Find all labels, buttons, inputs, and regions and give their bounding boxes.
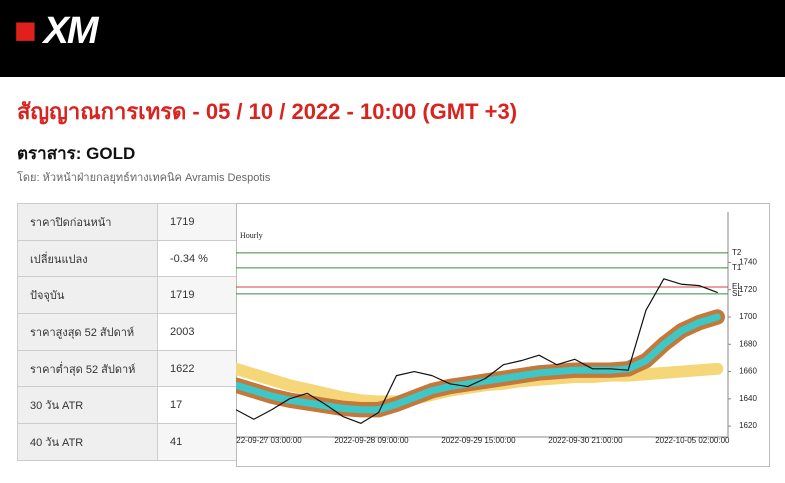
x-tick-label: 2022-09-29 15:00:00 (441, 436, 516, 445)
table-row: ราคาสูงสุด 52 สัปดาห์ 2003 (17, 313, 237, 351)
logo[interactable]: ■ XM (14, 10, 99, 53)
value-cell: 2003 (157, 313, 237, 351)
value-cell: -0.34 % (157, 239, 237, 278)
level-label: T1 (732, 263, 742, 272)
table-row: ปัจจุบัน 1719 (17, 276, 237, 315)
level-label: EL (732, 282, 742, 291)
x-tick-label: 2022-09-30 21:00:00 (548, 436, 623, 445)
y-tick-label: 1620 (739, 421, 757, 430)
logo-mark: ■ (14, 10, 44, 52)
instrument: ตราสาร: GOLD (17, 144, 136, 163)
label-cell: ปัจจุบัน (17, 276, 158, 315)
chart-title: Hourly (240, 231, 263, 240)
label-cell: ราคาต่ำสุด 52 สัปดาห์ (17, 349, 158, 388)
y-tick-label: 1640 (739, 394, 757, 403)
value-cell: 1719 (157, 276, 237, 315)
author: โดย: หัวหน้าฝ่ายกลยุทธ์ทางเทคนิค Avramis… (17, 172, 271, 184)
table-row: ราคาต่ำสุด 52 สัปดาห์ 1622 (17, 349, 237, 388)
level-label: SL (732, 289, 742, 298)
value-cell: 1719 (157, 203, 237, 241)
label-cell: ราคาปิดก่อนหน้า (17, 203, 158, 241)
x-tick-label: 2022-09-27 03:00:00 (236, 436, 302, 445)
value-cell: 1622 (157, 349, 237, 388)
table-row: 30 วัน ATR 17 (17, 386, 237, 425)
label-cell: ราคาสูงสุด 52 สัปดาห์ (17, 313, 158, 351)
x-tick-label: 2022-09-28 09:00:00 (334, 436, 409, 445)
y-tick-label: 1700 (739, 312, 757, 321)
table-row: ราคาปิดก่อนหน้า 1719 (17, 203, 237, 241)
series-line (236, 278, 718, 424)
value-cell: 17 (157, 386, 237, 425)
table-row: 40 วัน ATR 41 (17, 423, 237, 461)
title: สัญญาณการเทรด - 05 / 10 / 2022 - 10:00 (… (17, 99, 518, 124)
stats-table: ราคาปิดก่อนหน้า 1719 เปลี่ยนแปลง -0.34 % ปัจ… (17, 203, 237, 461)
x-tick-label: 2022-10-05 02:00:00 (655, 436, 730, 445)
y-tick-label: 1680 (739, 339, 757, 348)
table-row: เปลี่ยนแปลง -0.34 % (17, 239, 237, 278)
level-label: T2 (732, 248, 742, 257)
label-cell: เปลี่ยนแปลง (17, 239, 158, 278)
label-cell: 30 วัน ATR (17, 386, 158, 425)
logo-text: XM (43, 10, 99, 52)
y-tick-label: 1740 (739, 258, 757, 267)
header: ■ XM (0, 0, 785, 77)
chart: Hourly 1620 1640 1660 1680 1700 1720 1740 2022-… (236, 203, 770, 467)
value-cell: 41 (157, 423, 237, 461)
y-tick-label: 1720 (739, 285, 757, 294)
y-tick-label: 1660 (739, 367, 757, 376)
label-cell: 40 วัน ATR (17, 423, 158, 461)
